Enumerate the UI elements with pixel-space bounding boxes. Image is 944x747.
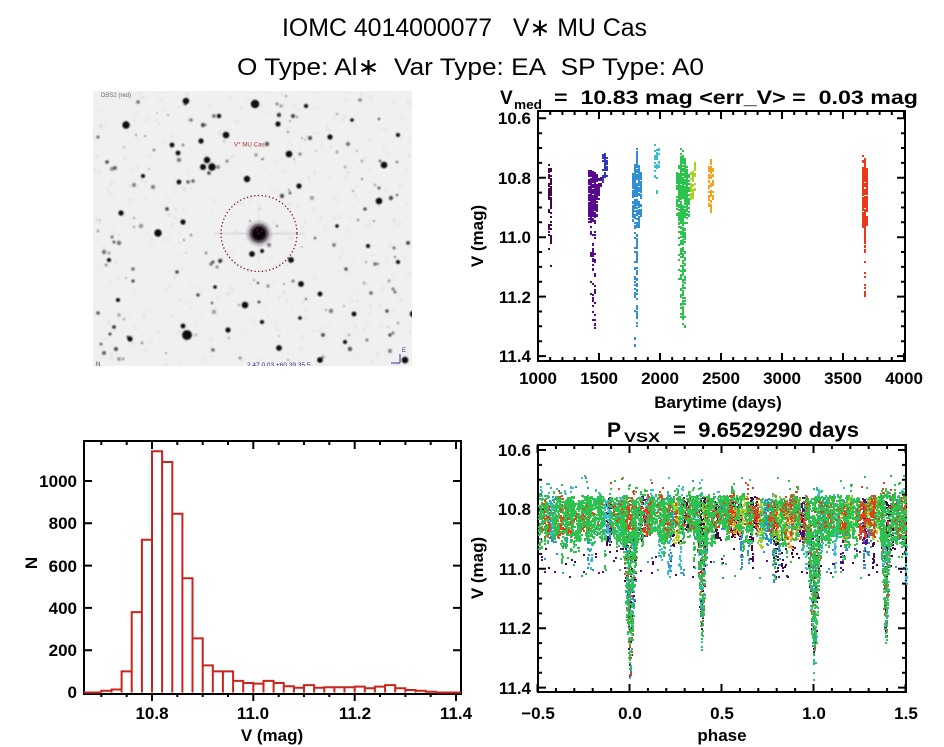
svg-text:11.0: 11.0 bbox=[237, 704, 269, 723]
svg-text:P: P bbox=[607, 419, 621, 442]
svg-text:10.6: 10.6 bbox=[498, 441, 531, 460]
svg-text:VSX: VSX bbox=[624, 429, 661, 445]
svg-text:400: 400 bbox=[49, 599, 77, 618]
svg-text:3000: 3000 bbox=[763, 369, 801, 388]
svg-text:0: 0 bbox=[68, 683, 77, 702]
svg-text:phase: phase bbox=[697, 726, 746, 745]
svg-text:DSS2 (red): DSS2 (red) bbox=[101, 93, 131, 99]
svg-text:10.8: 10.8 bbox=[135, 704, 168, 723]
svg-text:IOMC 4014000077 V∗ MU Cas: IOMC 4014000077 V∗ MU Cas bbox=[282, 14, 647, 42]
svg-text:800: 800 bbox=[49, 514, 77, 533]
svg-text:3500: 3500 bbox=[824, 369, 862, 388]
svg-text:11.4: 11.4 bbox=[440, 704, 473, 723]
svg-text:200: 200 bbox=[49, 641, 77, 660]
svg-text:1500: 1500 bbox=[580, 369, 618, 388]
svg-text:11.2: 11.2 bbox=[339, 704, 371, 723]
svg-text:V* MU Cas: V* MU Cas bbox=[234, 142, 265, 149]
svg-text:V: V bbox=[500, 88, 513, 109]
svg-text:Barytime (days): Barytime (days) bbox=[654, 393, 782, 412]
svg-text:= 9.6529290 days: = 9.6529290 days bbox=[673, 419, 859, 442]
svg-text:10.6: 10.6 bbox=[498, 109, 531, 128]
svg-text:1.0: 1.0 bbox=[802, 704, 826, 723]
svg-text:11.4: 11.4 bbox=[499, 679, 532, 698]
svg-text:600: 600 bbox=[49, 557, 77, 576]
svg-text:10.8: 10.8 bbox=[498, 169, 531, 188]
svg-text:4000: 4000 bbox=[885, 369, 923, 388]
svg-text:V (mag): V (mag) bbox=[241, 726, 303, 745]
svg-text:2500: 2500 bbox=[702, 369, 740, 388]
svg-text:11.0: 11.0 bbox=[499, 228, 531, 247]
svg-text:V (mag): V (mag) bbox=[468, 205, 487, 267]
svg-text:med: med bbox=[514, 97, 542, 112]
svg-text:11.0: 11.0 bbox=[499, 560, 531, 579]
svg-text:= 10.83 mag <err_V> = 0.03 m: = 10.83 mag <err_V> = 0.03 mag bbox=[554, 88, 918, 109]
svg-text:0.0: 0.0 bbox=[618, 704, 642, 723]
svg-text:1.5: 1.5 bbox=[894, 704, 918, 723]
svg-text:2000: 2000 bbox=[641, 369, 679, 388]
svg-text:10.8: 10.8 bbox=[498, 500, 531, 519]
svg-text:11.2: 11.2 bbox=[499, 619, 531, 638]
svg-text:0.5: 0.5 bbox=[710, 704, 734, 723]
svg-text:1000: 1000 bbox=[39, 472, 77, 491]
svg-text:11.2: 11.2 bbox=[499, 288, 531, 307]
svg-text:O Type: Al∗ Var Type: EA SP: O Type: Al∗ Var Type: EA SP Type: A0 bbox=[237, 54, 704, 81]
svg-text:N: N bbox=[96, 362, 100, 368]
svg-text:2 47 0.03 +60 39 35.5: 2 47 0.03 +60 39 35.5 bbox=[247, 362, 311, 369]
svg-text:N: N bbox=[22, 557, 41, 569]
svg-text:11.4: 11.4 bbox=[499, 347, 532, 366]
svg-text:V (mag): V (mag) bbox=[468, 537, 487, 599]
svg-text:E: E bbox=[402, 348, 406, 354]
svg-text:−0.5: −0.5 bbox=[521, 704, 555, 723]
svg-text:1000: 1000 bbox=[519, 369, 557, 388]
